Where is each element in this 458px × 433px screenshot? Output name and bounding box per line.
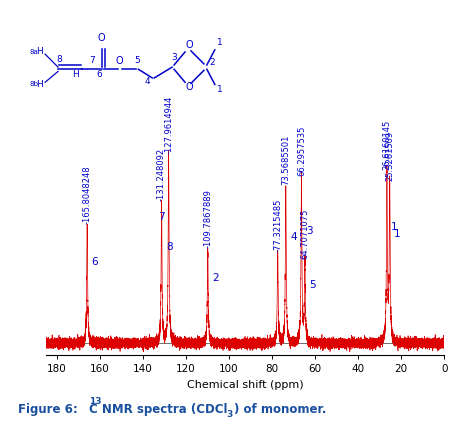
Text: 66.2957535: 66.2957535 <box>297 125 306 176</box>
Text: 2: 2 <box>212 272 218 282</box>
Text: 25.3261509: 25.3261509 <box>385 131 394 181</box>
Text: 8b: 8b <box>29 81 38 87</box>
Text: 3: 3 <box>227 410 233 419</box>
Text: C NMR spectra (CDCl: C NMR spectra (CDCl <box>89 403 228 416</box>
Text: O: O <box>98 33 105 43</box>
Text: 2: 2 <box>209 58 215 67</box>
Text: 5: 5 <box>135 56 140 65</box>
Text: H: H <box>36 48 43 56</box>
Text: -127.9614944: -127.9614944 <box>164 96 173 154</box>
Text: 1: 1 <box>394 229 401 239</box>
Text: 5: 5 <box>309 280 316 290</box>
Text: Figure 6:: Figure 6: <box>18 403 82 416</box>
Text: -77.3215485: -77.3215485 <box>273 198 282 252</box>
Text: 13: 13 <box>89 397 102 406</box>
Text: 6: 6 <box>97 70 103 79</box>
Text: 3: 3 <box>305 226 312 236</box>
X-axis label: Chemical shift (ppm): Chemical shift (ppm) <box>187 380 303 390</box>
Text: O: O <box>185 82 193 92</box>
Text: 4: 4 <box>290 232 297 242</box>
Text: 4: 4 <box>145 78 150 87</box>
Text: 7: 7 <box>158 212 164 222</box>
Text: 1: 1 <box>391 222 398 232</box>
Text: O: O <box>116 56 123 66</box>
Text: 8: 8 <box>56 55 62 64</box>
Text: -165.8048248: -165.8048248 <box>82 166 92 224</box>
Text: 64.7071075: 64.7071075 <box>300 209 310 259</box>
Text: 7: 7 <box>89 56 95 65</box>
Text: H: H <box>36 80 43 89</box>
Text: O: O <box>185 40 193 50</box>
Text: ) of monomer.: ) of monomer. <box>234 403 326 416</box>
Text: 8: 8 <box>166 242 172 252</box>
Text: -109.7867889: -109.7867889 <box>203 189 213 248</box>
Text: 8a: 8a <box>29 49 38 55</box>
Text: 26.6160145: 26.6160145 <box>382 120 392 170</box>
Text: 73.5685501: 73.5685501 <box>281 135 290 185</box>
Text: H: H <box>72 70 79 79</box>
Text: -131.248092: -131.248092 <box>157 148 166 201</box>
Text: 1: 1 <box>217 85 223 94</box>
Text: 1: 1 <box>217 39 223 48</box>
Text: 3: 3 <box>171 52 177 61</box>
Text: 6: 6 <box>91 257 98 267</box>
